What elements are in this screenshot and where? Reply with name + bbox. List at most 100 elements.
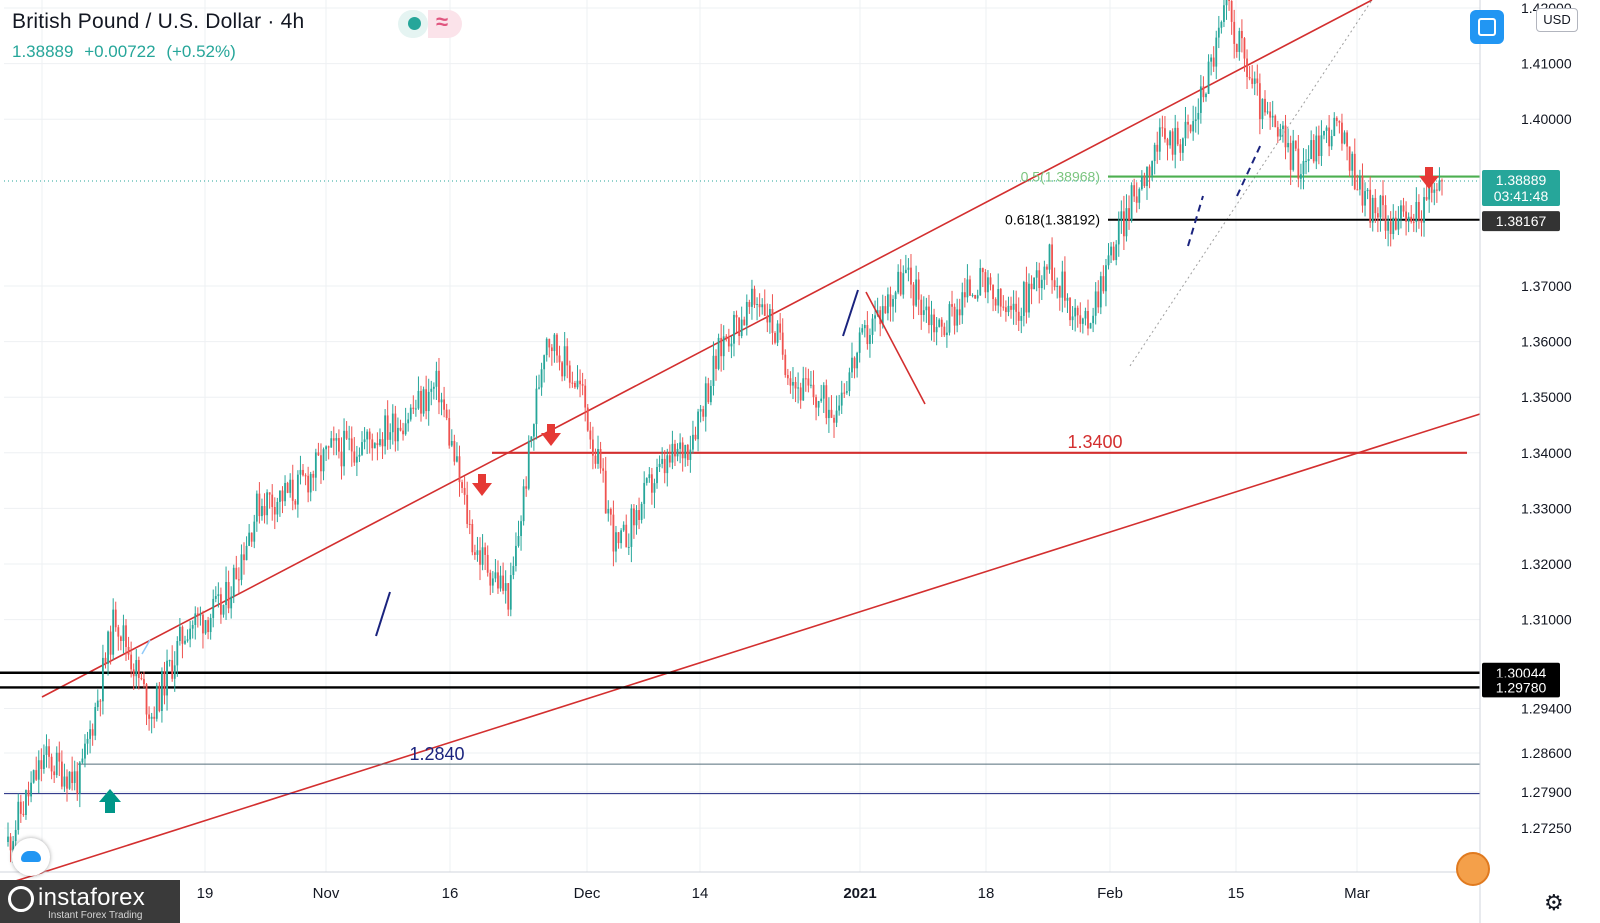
candle-body xyxy=(463,487,466,495)
indicator-toggle-pill[interactable] xyxy=(428,10,462,38)
candle-body xyxy=(1012,303,1015,310)
candle-body xyxy=(420,390,422,414)
candle-body xyxy=(253,521,256,542)
candle-body xyxy=(661,458,664,464)
instaforex-logo: instaforex Instant Forex Trading xyxy=(0,880,180,923)
candle-body xyxy=(1046,266,1048,270)
candle-body xyxy=(525,486,528,489)
candle-body xyxy=(663,458,666,474)
fullscreen-button[interactable] xyxy=(1470,10,1504,44)
candle-body xyxy=(1102,276,1105,292)
candle-body xyxy=(202,614,204,634)
candle-body xyxy=(1294,140,1297,149)
candle-body xyxy=(327,446,330,448)
candle-body xyxy=(833,417,835,423)
candle-body xyxy=(37,760,40,780)
candle-body xyxy=(191,625,194,629)
candle-body xyxy=(373,443,376,449)
candle-body xyxy=(268,492,271,495)
candle-body xyxy=(479,550,481,565)
candle-body xyxy=(384,415,386,447)
y-tick-label: 1.31000 xyxy=(1521,612,1572,628)
candle-body xyxy=(332,438,335,441)
candle-body xyxy=(450,441,453,446)
candle-body xyxy=(1238,30,1241,52)
candle-body xyxy=(227,582,230,609)
candle-body xyxy=(225,582,227,606)
candle-body xyxy=(756,304,758,306)
candle-body xyxy=(504,583,507,591)
candle-body xyxy=(1020,315,1023,321)
minor-wave-line xyxy=(141,639,151,655)
candle-body xyxy=(1266,111,1269,113)
candle-body xyxy=(561,362,564,377)
candle-body xyxy=(73,771,76,784)
candle-body xyxy=(735,314,738,318)
candle-body xyxy=(1043,266,1046,280)
candle-body xyxy=(886,294,889,314)
candle-body xyxy=(1033,277,1036,290)
candle-body xyxy=(109,631,112,655)
candle-body xyxy=(1187,121,1189,125)
candle-body xyxy=(758,304,761,308)
candle-body xyxy=(1297,148,1300,179)
candle-body xyxy=(1405,211,1407,222)
candle-body xyxy=(1241,30,1243,39)
candle-body xyxy=(250,532,253,542)
candle-body xyxy=(456,456,458,462)
candle-body xyxy=(32,770,35,783)
candle-body xyxy=(271,494,274,508)
candle-body xyxy=(1369,189,1372,223)
candle-body xyxy=(763,304,766,316)
candle-body xyxy=(586,407,589,431)
candle-body xyxy=(248,532,251,546)
candle-body xyxy=(522,486,525,522)
candle-body xyxy=(1040,279,1043,289)
candle-body xyxy=(68,771,71,789)
candle-body xyxy=(1064,271,1066,301)
time-axis: Oct19Nov16Dec14202118Feb15Mar xyxy=(0,871,1480,902)
candle-body xyxy=(935,326,938,333)
candle-body xyxy=(566,346,569,366)
candle-body xyxy=(563,346,566,377)
candle-body xyxy=(1097,291,1100,308)
candle-body xyxy=(1022,282,1025,316)
candle-body xyxy=(892,299,894,307)
candle-body xyxy=(1015,303,1018,312)
candle-body xyxy=(276,501,279,515)
currency-button[interactable]: USD xyxy=(1536,8,1578,32)
candle-body xyxy=(1305,160,1307,162)
candle-body xyxy=(473,552,476,555)
candle-body xyxy=(1099,276,1102,308)
candle-body xyxy=(1346,132,1348,147)
candle-body xyxy=(58,752,61,762)
y-tick-label: 1.37000 xyxy=(1521,278,1572,294)
candle-body xyxy=(163,671,166,696)
candle-body xyxy=(1359,175,1361,190)
candle-body xyxy=(1379,195,1382,218)
y-tick-label: 1.41000 xyxy=(1521,56,1572,72)
candle-body xyxy=(602,468,605,471)
candle-body xyxy=(792,381,794,386)
candle-body xyxy=(19,801,22,814)
candle-body xyxy=(786,374,789,379)
candle-body xyxy=(548,338,551,348)
candle-body xyxy=(550,347,553,352)
candle-body xyxy=(353,451,356,463)
candle-body xyxy=(676,448,679,457)
candle-body xyxy=(1051,244,1053,281)
candle-body xyxy=(679,442,682,449)
candle-body xyxy=(1371,197,1374,223)
candle-body xyxy=(40,760,43,769)
settings-gear-icon[interactable]: ⚙ xyxy=(1544,890,1564,915)
x-tick-label: 2021 xyxy=(843,885,876,902)
candle-body xyxy=(1079,315,1082,324)
candle-body xyxy=(132,669,135,677)
x-tick-label: Mar xyxy=(1344,885,1370,902)
chart-grid xyxy=(4,0,1480,872)
candle-body xyxy=(971,295,974,297)
us-flag-event-icon[interactable] xyxy=(1456,852,1490,886)
candle-body xyxy=(928,306,930,326)
